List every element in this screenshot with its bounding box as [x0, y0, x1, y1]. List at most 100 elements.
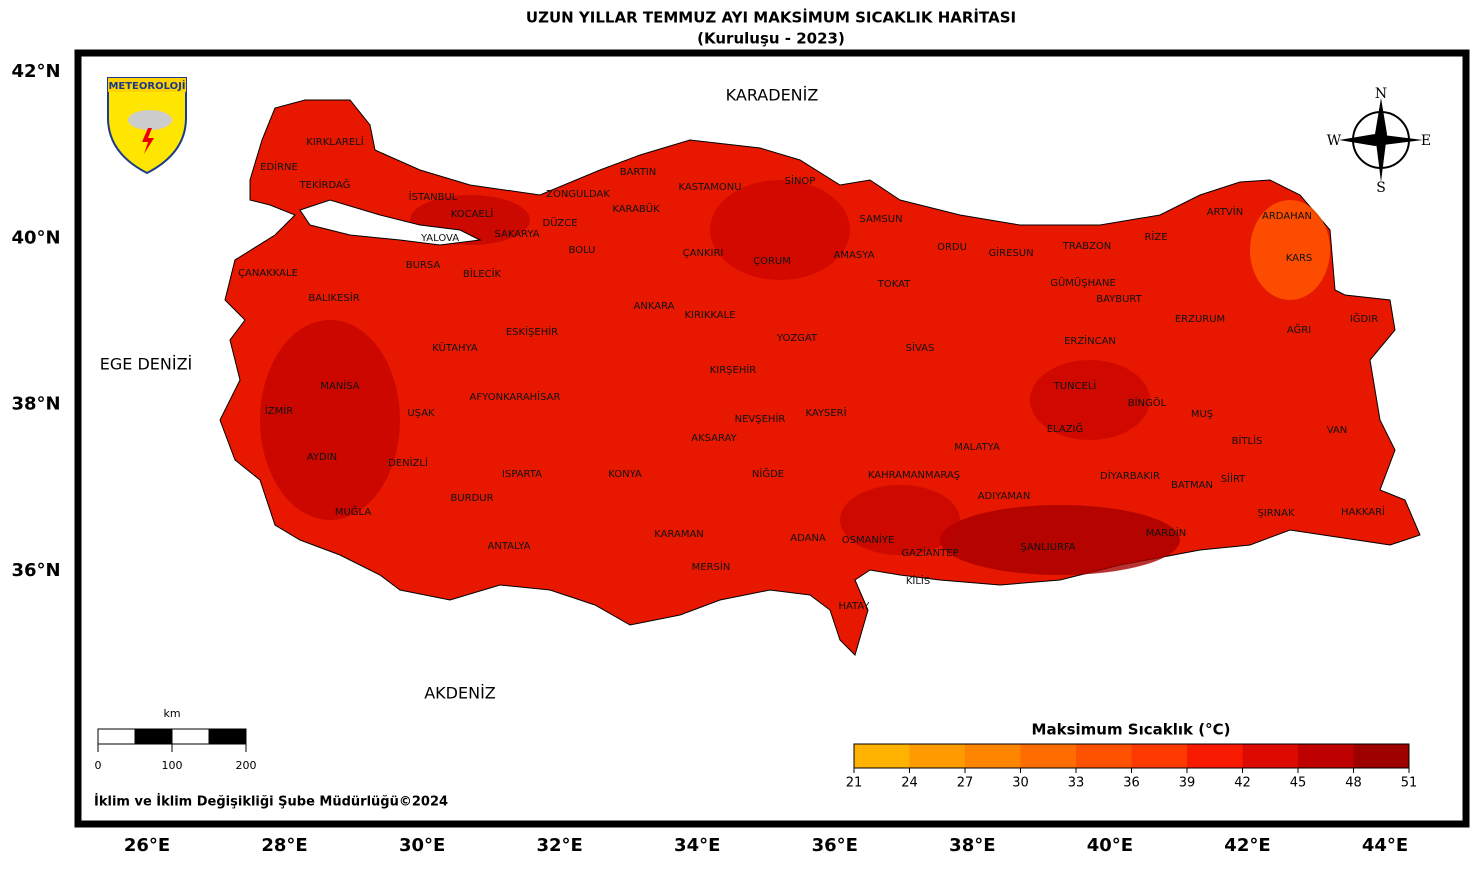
province-label: KÜTAHYA — [432, 341, 478, 354]
province-label: KAYSERİ — [805, 406, 846, 419]
province-label: BARTIN — [620, 167, 656, 178]
colorbar-bin — [854, 744, 910, 768]
province-label: ESKİŞEHİR — [506, 325, 558, 338]
province-label: ÇANAKKALE — [238, 268, 298, 279]
province-label: BİNGÖL — [1128, 396, 1167, 409]
province-label: MALATYA — [954, 442, 1000, 453]
lon-label: 44°E — [1362, 835, 1408, 856]
lon-label: 36°E — [812, 835, 858, 856]
province-label: ZONGULDAK — [546, 189, 610, 200]
province-label: KARS — [1286, 253, 1313, 264]
province-label: YALOVA — [420, 233, 459, 244]
colorbar-label: 39 — [1179, 776, 1196, 791]
lon-label: 42°E — [1224, 835, 1270, 856]
province-label: KARABÜK — [612, 202, 660, 215]
province-label: KARAMAN — [654, 529, 704, 540]
province-label: VAN — [1327, 425, 1348, 436]
province-label: AKSARAY — [691, 433, 737, 444]
province-label: ADIYAMAN — [978, 491, 1031, 502]
colorbar-label: 24 — [901, 776, 918, 791]
province-label: BİLECİK — [463, 267, 502, 280]
colorbar-label: 42 — [1234, 776, 1251, 791]
lon-label: 26°E — [124, 835, 170, 856]
province-label: BURDUR — [450, 493, 493, 504]
province-label: ERZURUM — [1175, 314, 1225, 325]
province-label: BAYBURT — [1096, 294, 1142, 305]
province-label: BİTLİS — [1232, 434, 1263, 447]
logo: METEOROLOJİ — [107, 77, 187, 175]
lat-label: 38°N — [11, 394, 60, 415]
lon-label: 30°E — [399, 835, 445, 856]
province-label: ELAZIĞ — [1047, 422, 1084, 435]
scalebar-unit: km — [163, 707, 180, 720]
compass: N E S W — [1327, 86, 1431, 196]
province-label: İZMİR — [265, 404, 293, 417]
province-label: BALIKESİR — [308, 291, 359, 304]
scalebar: km — [97, 707, 247, 745]
province-label: GAZİANTEP — [901, 546, 958, 559]
province-label: ARDAHAN — [1262, 211, 1312, 222]
lon-label: 32°E — [537, 835, 583, 856]
colorbar-bin — [1076, 744, 1132, 768]
province-label: ANTALYA — [488, 541, 531, 552]
province-label: ŞANLIURFA — [1020, 542, 1075, 553]
colorbar-label: 30 — [1012, 776, 1029, 791]
province-label: UŞAK — [407, 408, 435, 419]
compass-n: N — [1375, 86, 1387, 102]
province-label: MARDİN — [1146, 526, 1187, 539]
province-label: SİVAS — [906, 341, 935, 354]
province-label: SAKARYA — [494, 229, 539, 240]
province-label: BATMAN — [1171, 480, 1213, 491]
province-label: ÇORUM — [753, 256, 791, 267]
province-label: AYDIN — [307, 452, 337, 463]
colorbar-label: 45 — [1290, 776, 1307, 791]
province-label: MUŞ — [1191, 409, 1213, 420]
province-label: EDİRNE — [260, 160, 298, 173]
province-label: NEVŞEHİR — [735, 412, 786, 425]
lat-label: 40°N — [11, 227, 60, 248]
province-label: SİNOP — [785, 174, 816, 187]
province-label: ORDU — [937, 242, 967, 253]
province-label: ADANA — [790, 533, 826, 544]
province-label: YOZGAT — [776, 333, 818, 344]
logo-text: METEOROLOJİ — [108, 78, 185, 92]
sea-label: AKDENİZ — [424, 684, 496, 703]
province-label: ŞIRNAK — [1257, 508, 1295, 519]
province-label: ARTVİN — [1207, 205, 1243, 218]
province-label: TEKİRDAĞ — [299, 178, 351, 191]
scalebar-label: 200 — [236, 759, 257, 772]
province-label: AMASYA — [834, 250, 875, 261]
colorbar-label: 36 — [1123, 776, 1140, 791]
colorbar-bin — [1020, 744, 1076, 768]
province-label: KIRŞEHİR — [710, 363, 757, 376]
province-label: KONYA — [608, 469, 642, 480]
scalebar-label: 100 — [162, 759, 183, 772]
scalebar-label: 0 — [95, 759, 102, 772]
province-label: MERSİN — [692, 560, 731, 573]
colorbar-bin — [1242, 744, 1298, 768]
province-label: KOCAELİ — [451, 207, 494, 220]
lon-label: 34°E — [674, 835, 720, 856]
colorbar-label: 48 — [1345, 776, 1362, 791]
province-label: KIRKLARELİ — [306, 135, 363, 148]
province-label: GİRESUN — [988, 246, 1033, 259]
province-label: TUNCELİ — [1053, 379, 1097, 392]
province-label: MUĞLA — [335, 505, 371, 518]
colorbar-label: 33 — [1068, 776, 1085, 791]
province-label: IĞDIR — [1350, 312, 1378, 325]
colorbar-bin — [1298, 744, 1354, 768]
lon-label: 38°E — [949, 835, 995, 856]
subtitle: (Kuruluşu - 2023) — [697, 30, 845, 48]
colorbar-title: Maksimum Sıcaklık (°C) — [1032, 721, 1231, 739]
compass-e: E — [1421, 133, 1431, 149]
province-label: HATAY — [838, 601, 870, 612]
province-label: MANİSA — [320, 379, 359, 392]
heat-zones — [260, 180, 1330, 575]
colorbar-bin — [909, 744, 965, 768]
colorbar-label: 27 — [957, 776, 974, 791]
province-label: OSMANİYE — [842, 533, 895, 546]
colorbar-bin — [1131, 744, 1187, 768]
province-label: KİLİS — [906, 574, 930, 587]
province-label: HAKKARİ — [1341, 505, 1385, 518]
province-label: İSTANBUL — [409, 190, 458, 203]
